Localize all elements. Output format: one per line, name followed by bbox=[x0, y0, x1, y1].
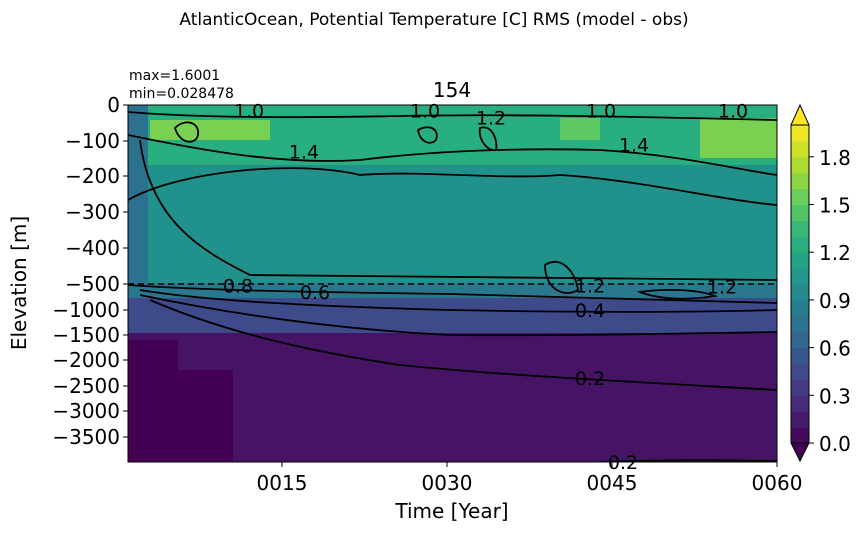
contour-1-4-upper bbox=[128, 134, 777, 176]
contour-label-layer: 1.0 1.0 1.2 1.0 1.01.4 1.40.8 0.6 1.2 1.20.40.20… bbox=[223, 100, 748, 474]
heatmap-field bbox=[128, 105, 777, 462]
contour-label-3: 1.0 bbox=[586, 100, 616, 122]
contour-1-2-mid bbox=[128, 167, 777, 206]
x-axis-label: Time [Year] bbox=[394, 499, 508, 523]
y-upper-tick-label-3: −300 bbox=[65, 200, 120, 224]
contour-closed-2 bbox=[417, 126, 438, 144]
contour-closed-4 bbox=[544, 260, 579, 294]
contour-lines bbox=[128, 111, 777, 462]
colorbar-segment-13 bbox=[791, 220, 809, 237]
contour-label-2: 1.2 bbox=[476, 108, 506, 130]
colorbar-segment-11 bbox=[791, 252, 809, 269]
colorbar-segment-6 bbox=[791, 331, 809, 349]
band-lower-mid bbox=[128, 295, 777, 333]
colorbar-tick-label-5: 1.5 bbox=[819, 194, 851, 218]
y-upper-tick-label-1: −100 bbox=[65, 129, 120, 153]
contour-label-13: 0.2 bbox=[608, 452, 638, 474]
contour-label-10: 1.2 bbox=[707, 277, 737, 299]
y-lower-tick-label-0: −1000 bbox=[52, 298, 120, 322]
y-upper-tick-label-4: −400 bbox=[65, 236, 120, 260]
contour-0-2 bbox=[149, 299, 777, 391]
contour-label-9: 1.2 bbox=[575, 276, 605, 298]
contour-0-2-bottom bbox=[599, 459, 777, 462]
colorbar-segment-18 bbox=[791, 140, 809, 158]
contour-0-4 bbox=[139, 294, 777, 337]
patch-bright-1 bbox=[150, 120, 270, 140]
colorbar-segment-16 bbox=[791, 172, 809, 190]
contour-label-7: 0.8 bbox=[223, 275, 253, 297]
colorbar-segment-9 bbox=[791, 284, 809, 301]
contour-label-6: 1.4 bbox=[619, 134, 649, 156]
contour-label-0: 1.0 bbox=[234, 100, 264, 122]
colorbar-tick-label-0: 0.0 bbox=[819, 432, 851, 456]
colorbar-segment-12 bbox=[791, 236, 809, 253]
y-lower-tick-label-4: −3000 bbox=[52, 399, 120, 423]
colorbar-tick-label-4: 1.2 bbox=[819, 241, 851, 265]
band-deep bbox=[128, 330, 777, 462]
y-axis-label: Elevation [m] bbox=[7, 216, 31, 350]
colorbar-segment-19 bbox=[791, 125, 809, 142]
colorbar-tick-label-6: 1.8 bbox=[819, 146, 851, 170]
patch-deep-dark-2 bbox=[178, 370, 233, 462]
x-axis: 0015 0030 0045 0060 bbox=[257, 462, 803, 495]
colorbar-segment-4 bbox=[791, 363, 809, 380]
colorbar-extend-max bbox=[790, 103, 810, 126]
contour-1-0-surface bbox=[128, 111, 777, 121]
x-tick-label-1: 0030 bbox=[422, 471, 473, 495]
colorbar-segment-8 bbox=[791, 299, 809, 317]
contour-label-4: 1.0 bbox=[718, 100, 748, 122]
y-lower-tick-label-2: −2000 bbox=[52, 348, 120, 372]
colorbar-segment-17 bbox=[791, 156, 809, 174]
stats-min: min=0.028478 bbox=[129, 86, 234, 102]
y-axis: 0 −100 −200 −300 −400 −500−1000−1500−2000−250… bbox=[52, 93, 128, 449]
colorbar-segment-14 bbox=[791, 204, 809, 221]
patch-bright-3 bbox=[700, 118, 777, 158]
contour-1-0-mid bbox=[139, 139, 777, 281]
y-upper-tick-label-5: −500 bbox=[65, 272, 120, 296]
colorbar-segment-7 bbox=[791, 315, 809, 333]
colorbar-segment-0 bbox=[791, 427, 809, 444]
y-lower-tick-label-5: −3500 bbox=[52, 425, 120, 449]
colorbar-tick-label-1: 0.3 bbox=[819, 384, 851, 408]
colorbar-segment-5 bbox=[791, 347, 809, 364]
patch-deep-dark-1 bbox=[128, 340, 178, 462]
contour-0-8 bbox=[128, 284, 777, 304]
colorbar-segment-3 bbox=[791, 379, 809, 396]
colorbar-frame bbox=[790, 124, 810, 444]
stats-max: max=1.6001 bbox=[129, 68, 220, 84]
y-lower-tick-label-3: −2500 bbox=[52, 374, 120, 398]
colorbar-extend-min bbox=[790, 442, 810, 463]
contour-closed-5 bbox=[636, 289, 719, 300]
chart-subtitle: 154 bbox=[433, 78, 471, 102]
patch-bright-2 bbox=[560, 118, 600, 140]
colorbar: 0.0 0.3 0.6 0.9 1.2 1.5 1.8 bbox=[790, 103, 851, 463]
chart-title: AtlanticOcean, Potential Temperature [C]… bbox=[179, 10, 688, 30]
x-tick-label-0: 0015 bbox=[257, 471, 308, 495]
y-upper-tick-label-2: −200 bbox=[65, 164, 120, 188]
contour-closed-1 bbox=[173, 121, 199, 143]
contour-label-11: 0.4 bbox=[575, 300, 605, 322]
contour-label-5: 1.4 bbox=[289, 142, 319, 164]
x-tick-label-3: 0060 bbox=[752, 471, 803, 495]
colorbar-segment-15 bbox=[791, 188, 809, 205]
colorbar-segment-10 bbox=[791, 268, 809, 285]
contour-label-8: 0.6 bbox=[300, 282, 330, 304]
y-upper-tick-label-0: 0 bbox=[107, 93, 120, 117]
x-tick-label-2: 0045 bbox=[587, 471, 638, 495]
contour-label-12: 0.2 bbox=[575, 368, 605, 390]
contour-label-1: 1.0 bbox=[410, 100, 440, 122]
contour-closed-3 bbox=[478, 126, 498, 152]
y-lower-tick-label-1: −1500 bbox=[52, 323, 120, 347]
colorbar-segment-1 bbox=[791, 411, 809, 428]
colorbar-tick-label-2: 0.6 bbox=[819, 337, 851, 361]
colorbar-segment-2 bbox=[791, 395, 809, 412]
contour-0-6 bbox=[139, 289, 777, 313]
colorbar-tick-label-3: 0.9 bbox=[819, 289, 851, 313]
